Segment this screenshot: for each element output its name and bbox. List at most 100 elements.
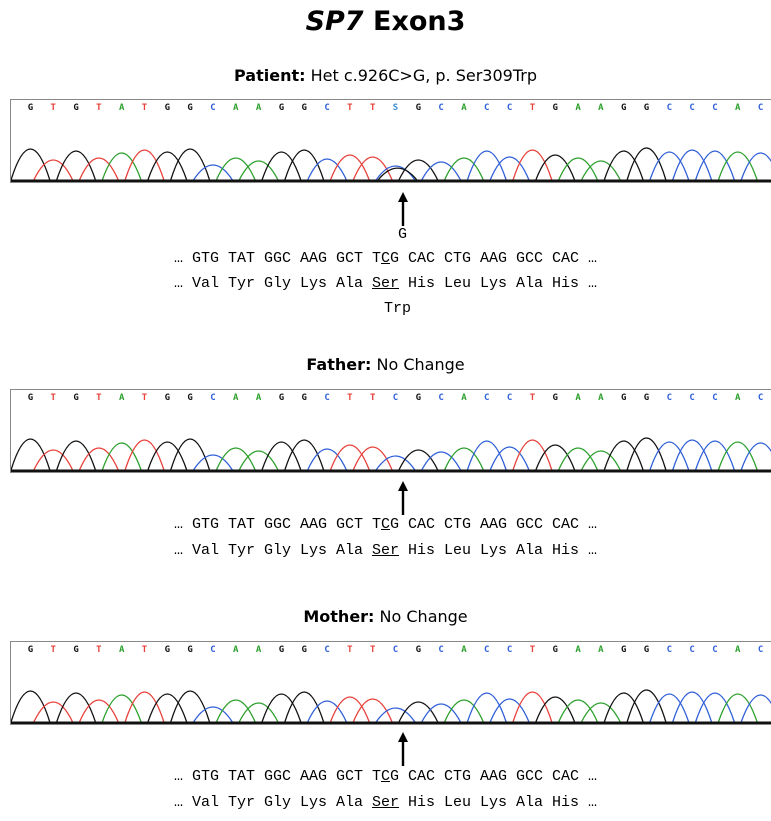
chromatogram-peak — [147, 151, 188, 181]
chromatogram-peak — [421, 451, 462, 471]
base-call-letter: G — [621, 645, 626, 655]
chromatogram-peak — [56, 440, 97, 471]
chromatogram-peak — [352, 446, 393, 471]
base-call-letter: C — [484, 103, 489, 113]
chromatogram-peak — [147, 693, 188, 723]
base-call-letter: T — [347, 103, 353, 113]
chromatogram-peak — [352, 156, 393, 181]
mother-dna-sequence: … GTG TAT GGC AAG GCT TCG CAC CTG AAG GC… — [0, 768, 771, 785]
chromatogram-peak — [489, 156, 530, 181]
base-call-letter: G — [28, 103, 33, 113]
father-dna-sequence: … GTG TAT GGC AAG GCT TCG CAC CTG AAG GC… — [0, 516, 771, 533]
chromatogram-peak — [11, 438, 51, 471]
base-call-letter: G — [187, 645, 192, 655]
base-call-letter: C — [689, 103, 694, 113]
base-call-letter: A — [598, 645, 604, 655]
chromatogram-peak — [56, 150, 97, 181]
mother-protein-pre: … Val Tyr Gly Lys Ala — [173, 794, 372, 811]
base-call-letter: T — [142, 645, 148, 655]
base-call-letter: C — [438, 645, 443, 655]
father-protein-mark: Ser — [371, 542, 399, 559]
base-call-letter: C — [667, 393, 672, 403]
base-call-letter: T — [347, 393, 353, 403]
base-call-letter: T — [142, 103, 148, 113]
father-position-arrow-icon — [398, 481, 408, 515]
gene-name: SP7 — [305, 6, 364, 37]
chromatogram-peak — [33, 159, 74, 181]
base-call-letter: T — [530, 393, 536, 403]
chromatogram-peak — [717, 151, 758, 181]
base-call-letter: T — [530, 645, 536, 655]
base-call-letter: A — [119, 645, 125, 655]
chromatogram-peak — [193, 706, 233, 723]
base-call-letter: C — [689, 393, 694, 403]
base-call-letter: G — [621, 393, 626, 403]
base-call-letter: C — [758, 645, 763, 655]
base-call-letter: T — [96, 393, 102, 403]
chromatogram-peak — [284, 439, 325, 471]
chromatogram-peak — [443, 447, 484, 471]
base-call-letter: C — [689, 645, 694, 655]
base-call-letter: G — [553, 103, 558, 113]
base-call-letter: G — [187, 393, 192, 403]
base-call-letter: G — [416, 103, 421, 113]
chromatogram-peak — [170, 438, 211, 471]
father-protein-pre: … Val Tyr Gly Lys Ala — [173, 542, 372, 559]
base-call-letter: C — [324, 393, 329, 403]
chromatogram-peak — [603, 150, 644, 181]
base-call-letter: A — [256, 103, 262, 113]
chromatogram-peak — [261, 441, 302, 471]
base-call-letter: G — [73, 103, 78, 113]
chromatogram-peak — [558, 699, 599, 723]
mother-position-arrow-icon — [398, 732, 408, 766]
father-label-rest: No Change — [371, 355, 465, 374]
chromatogram-peak — [329, 444, 370, 471]
chromatogram-peak — [147, 441, 188, 471]
base-call-letter: T — [96, 103, 102, 113]
base-call-letter: C — [324, 645, 329, 655]
base-call-letter: G — [644, 103, 649, 113]
base-call-letter: A — [461, 103, 467, 113]
chromatogram-secondary-peak — [377, 167, 418, 181]
mother-label: Mother: No Change — [0, 607, 771, 626]
base-call-letter: C — [758, 393, 763, 403]
chromatogram-peak — [170, 148, 211, 181]
chromatogram-peak — [11, 690, 51, 723]
chromatogram-peak — [603, 440, 644, 471]
base-call-letter: T — [51, 393, 57, 403]
chromatogram-peak — [398, 159, 439, 181]
base-call-letter: C — [324, 103, 329, 113]
chromatogram-peak — [307, 700, 348, 723]
father-dna-mark: C — [380, 516, 390, 533]
chromatogram-peak — [626, 689, 667, 723]
chromatogram-peak — [694, 692, 735, 723]
chromatogram-peak — [398, 701, 439, 723]
base-call-letter: T — [96, 645, 102, 655]
base-call-letter: G — [644, 645, 649, 655]
patient-protein-mark: Ser — [371, 275, 399, 292]
base-call-letter: A — [233, 103, 239, 113]
chromatogram-peak — [421, 703, 462, 723]
base-call-letter: T — [370, 103, 376, 113]
father-protein-sequence: … Val Tyr Gly Lys Ala Ser His Leu Lys Al… — [0, 542, 771, 559]
patient-protein-post: His Leu Lys Ala His … — [399, 275, 598, 292]
chromatogram-peak — [580, 160, 621, 181]
base-call-letter: A — [598, 103, 604, 113]
base-call-letter: A — [598, 393, 604, 403]
base-call-letter: C — [667, 103, 672, 113]
chromatogram-peak — [56, 692, 97, 723]
chromatogram-peak — [215, 157, 256, 181]
mother-protein-mark: Ser — [371, 794, 399, 811]
base-call-letter: C — [507, 103, 512, 113]
chromatogram-peak — [101, 442, 142, 471]
patient-mutation-arrow-icon — [398, 192, 408, 226]
chromatogram-peak — [78, 157, 119, 181]
base-call-letter: G — [644, 393, 649, 403]
father-protein-post: His Leu Lys Ala His … — [399, 542, 598, 559]
chromatogram-peak — [740, 694, 771, 723]
chromatogram-peak — [466, 150, 507, 181]
base-call-letter: A — [256, 645, 262, 655]
chromatogram-peak — [535, 154, 576, 181]
chromatogram-peak — [580, 450, 621, 471]
